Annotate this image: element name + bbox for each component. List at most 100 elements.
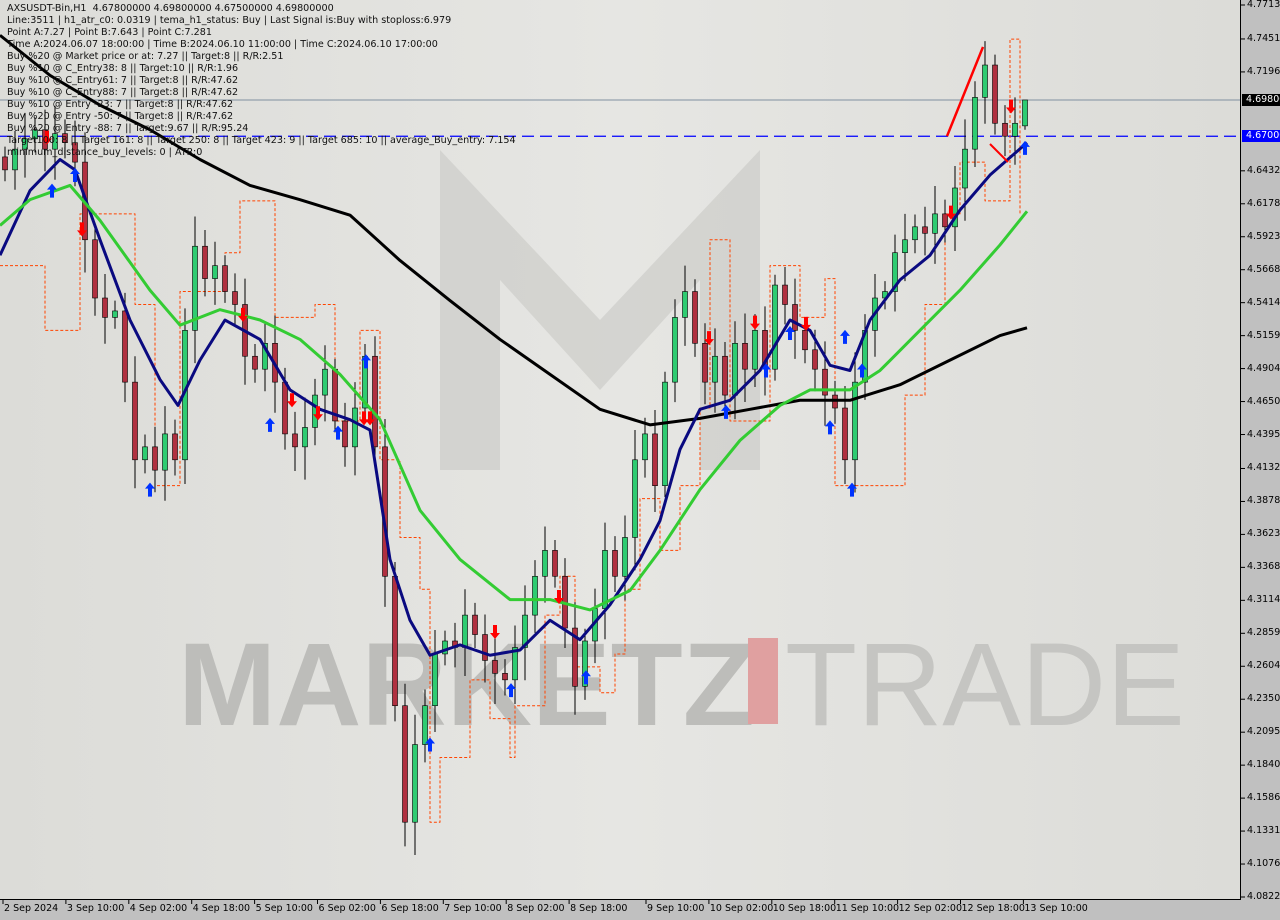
candle-body (302, 427, 308, 448)
candle-body (912, 226, 918, 241)
candle-body (432, 653, 438, 707)
candle (832, 380, 838, 424)
candle-body (892, 252, 898, 292)
buy-arrow-icon (506, 683, 516, 698)
candle-body (462, 614, 468, 648)
candle (642, 417, 648, 478)
x-tick-label: 6 Sep 02:00 (318, 903, 376, 914)
x-tick-label: 11 Sep 10:00 (835, 903, 900, 914)
candle (772, 274, 778, 381)
candle (632, 430, 638, 571)
y-tick-label: 4.41329 (1247, 462, 1280, 474)
candle (612, 536, 618, 592)
candle-body (202, 245, 208, 279)
candle (322, 345, 328, 422)
candle-body (1022, 99, 1028, 127)
candle-body (622, 537, 628, 577)
candle (842, 386, 848, 484)
candle-body (372, 355, 378, 448)
candle-body (112, 310, 118, 318)
candle (932, 186, 938, 264)
y-tick-label: 4.51593 (1247, 329, 1280, 341)
x-tick-label: 2 Sep 2024 (4, 903, 59, 914)
candle-body (52, 133, 58, 150)
buy-arrow-icon (265, 417, 275, 432)
candle (112, 300, 118, 329)
sell-arrow-icon (359, 411, 369, 426)
y-tick-label: 4.38782 (1247, 495, 1280, 507)
candle-body (282, 381, 288, 435)
buy-arrow-icon (47, 183, 57, 198)
candle-body (152, 446, 158, 471)
candle-body (802, 330, 808, 351)
sell-arrow-icon (77, 222, 87, 237)
candle-body (992, 64, 998, 124)
candle-body (442, 640, 448, 655)
candle (512, 625, 518, 705)
y-tick-label: 4.49047 (1247, 362, 1280, 374)
candle-body (1012, 122, 1018, 137)
level-price-tag: 4.67000 (1242, 130, 1280, 143)
candle-body (572, 627, 578, 687)
candle (582, 628, 588, 700)
x-tick-label: 13 Sep 10:00 (1024, 903, 1088, 914)
buy-arrow-icon (721, 404, 731, 419)
candle-body (142, 446, 148, 461)
candle (52, 105, 58, 180)
candle (672, 299, 678, 403)
candle (712, 328, 718, 413)
candle (402, 683, 408, 847)
candle (502, 659, 508, 696)
candle-body (692, 291, 698, 344)
candle-body (162, 433, 168, 471)
candle-body (22, 138, 28, 150)
candle (12, 131, 18, 190)
candle-body (702, 343, 708, 383)
candle (1002, 105, 1008, 157)
sell-arrow-icon (238, 307, 248, 322)
info-line: Buy %20 @ Market price or at: 7.27 || Ta… (7, 51, 284, 62)
candle-body (92, 239, 98, 299)
candle-body (722, 355, 728, 396)
candle (912, 214, 918, 254)
x-tick-label: 5 Sep 10:00 (255, 903, 313, 914)
y-tick-label: 4.33689 (1247, 561, 1280, 573)
y-tick-label: 4.31142 (1247, 594, 1280, 606)
candle (142, 434, 148, 474)
candle (412, 714, 418, 855)
chart-plot-area[interactable] (0, 0, 1241, 900)
candle-body (982, 64, 988, 98)
candle-body (662, 381, 668, 486)
candle-body (682, 291, 688, 318)
sell-arrow-icon (704, 331, 714, 346)
candle (62, 119, 68, 159)
candle-body (782, 284, 788, 305)
candle-body (612, 550, 618, 577)
candle-body (852, 381, 858, 461)
info-line: Buy %10 @ C_Entry88: 7 || Target:8 || R/… (7, 87, 239, 98)
candle (212, 241, 218, 305)
candle (952, 165, 958, 252)
candle (2, 146, 8, 182)
buy-arrow-icon (70, 168, 80, 183)
candle-body (102, 297, 108, 318)
buy-arrow-icon (1020, 140, 1030, 155)
candle (422, 689, 428, 763)
candle (472, 602, 478, 649)
y-tick-label: 4.36236 (1247, 528, 1280, 540)
candle (892, 234, 898, 312)
candle-body (2, 156, 8, 171)
candle (762, 306, 768, 396)
candle-body (742, 343, 748, 370)
candle-body (542, 550, 548, 577)
candle-body (922, 226, 928, 234)
candle (992, 54, 998, 135)
candle-body (492, 660, 498, 674)
candle (392, 562, 398, 722)
y-tick-label: 4.26048 (1247, 660, 1280, 672)
candle (542, 526, 548, 603)
info-line: Buy %10 @ C_Entry38: 8 || Target:10 || R… (7, 63, 239, 74)
